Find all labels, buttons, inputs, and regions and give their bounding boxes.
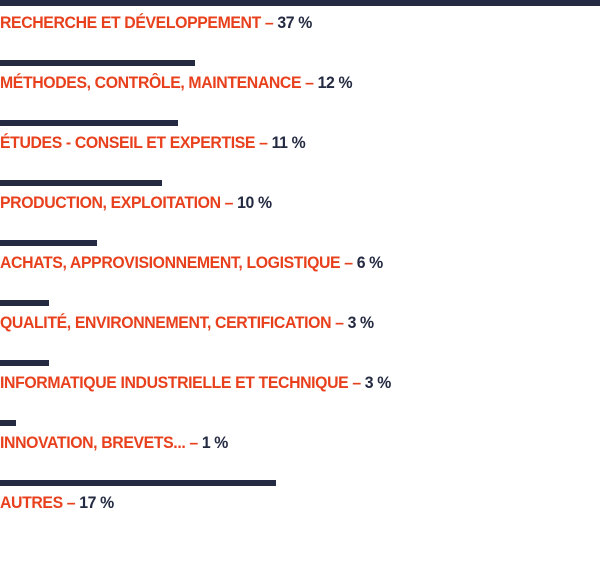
value-label: 3 %: [347, 313, 375, 332]
bar: [0, 360, 49, 366]
bar: [0, 120, 178, 126]
category-label: QUALITÉ, ENVIRONNEMENT, CERTIFICATION: [0, 313, 332, 332]
value-label: 6 %: [356, 253, 384, 272]
bar-label-line: INFORMATIQUE INDUSTRIELLE ET TECHNIQUE –…: [0, 371, 391, 395]
category-label: ACHATS, APPROVISIONNEMENT, LOGISTIQUE: [0, 253, 341, 272]
bar-row: ÉTUDES - CONSEIL ET EXPERTISE – 11 %: [0, 120, 600, 180]
category-label: ÉTUDES - CONSEIL ET EXPERTISE: [0, 133, 256, 152]
category-label: AUTRES: [0, 493, 63, 512]
bar-row: QUALITÉ, ENVIRONNEMENT, CERTIFICATION – …: [0, 300, 600, 360]
bar: [0, 0, 600, 6]
bar: [0, 480, 276, 486]
bar-label-line: MÉTHODES, CONTRÔLE, MAINTENANCE – 12 %: [0, 71, 353, 95]
category-label: INNOVATION, BREVETS...: [0, 433, 186, 452]
separator-dash: –: [264, 13, 274, 32]
value-label: 37 %: [277, 13, 312, 32]
bar-row: INNOVATION, BREVETS... – 1 %: [0, 420, 600, 480]
bar: [0, 60, 195, 66]
value-label: 3 %: [364, 373, 392, 392]
separator-dash: –: [344, 253, 353, 272]
bar-label-line: PRODUCTION, EXPLOITATION – 10 %: [0, 191, 272, 215]
separator-dash: –: [259, 133, 268, 152]
bar: [0, 240, 97, 246]
bar-label-line: AUTRES – 17 %: [0, 491, 114, 515]
bar-row: INFORMATIQUE INDUSTRIELLE ET TECHNIQUE –…: [0, 360, 600, 420]
bar: [0, 300, 49, 306]
category-label: PRODUCTION, EXPLOITATION: [0, 193, 221, 212]
separator-dash: –: [305, 73, 314, 92]
value-label: 10 %: [237, 193, 272, 212]
bar-row: AUTRES – 17 %: [0, 480, 600, 540]
bar-label-line: ÉTUDES - CONSEIL ET EXPERTISE – 11 %: [0, 131, 306, 155]
bar-row: PRODUCTION, EXPLOITATION – 10 %: [0, 180, 600, 240]
bar: [0, 180, 162, 186]
separator-dash: –: [189, 433, 198, 452]
bar-label-line: RECHERCHE ET DÉVELOPPEMENT – 37 %: [0, 11, 312, 35]
bar-row: RECHERCHE ET DÉVELOPPEMENT – 37 %: [0, 0, 600, 60]
value-label: 11 %: [271, 133, 306, 152]
separator-dash: –: [335, 313, 344, 332]
bar-label-line: QUALITÉ, ENVIRONNEMENT, CERTIFICATION – …: [0, 311, 374, 335]
value-label: 17 %: [79, 493, 114, 512]
value-label: 12 %: [317, 73, 353, 92]
category-label: MÉTHODES, CONTRÔLE, MAINTENANCE: [0, 73, 302, 92]
category-label: INFORMATIQUE INDUSTRIELLE ET TECHNIQUE: [0, 373, 349, 392]
bar-label-line: INNOVATION, BREVETS... – 1 %: [0, 431, 228, 455]
bar: [0, 420, 16, 426]
separator-dash: –: [352, 373, 361, 392]
bar-label-line: ACHATS, APPROVISIONNEMENT, LOGISTIQUE – …: [0, 251, 383, 275]
category-label: RECHERCHE ET DÉVELOPPEMENT: [0, 13, 261, 32]
value-label: 1 %: [201, 433, 229, 452]
separator-dash: –: [66, 493, 76, 512]
bar-row: MÉTHODES, CONTRÔLE, MAINTENANCE – 12 %: [0, 60, 600, 120]
separator-dash: –: [224, 193, 234, 212]
bar-row: ACHATS, APPROVISIONNEMENT, LOGISTIQUE – …: [0, 240, 600, 300]
